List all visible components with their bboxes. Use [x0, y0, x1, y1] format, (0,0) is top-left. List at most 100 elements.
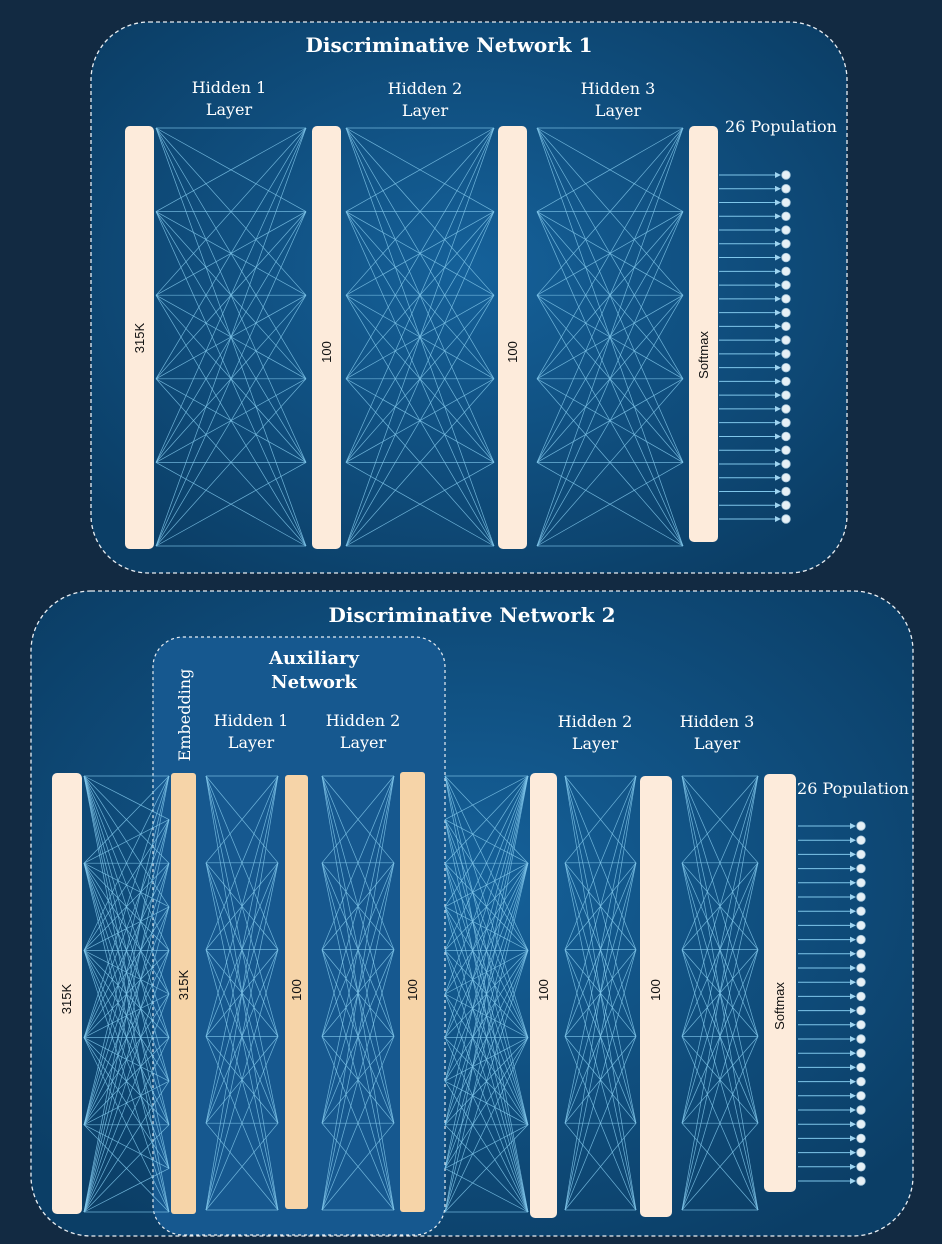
connection-line: [345, 378, 495, 547]
n2-output-nodes: [798, 821, 866, 1186]
output-node: [856, 821, 866, 831]
connection-line: [564, 862, 637, 1211]
aux-hidden1-bar-label: 100: [289, 979, 304, 1001]
output-node: [781, 404, 791, 414]
n1-hidden1-header-line2: Layer: [206, 100, 253, 119]
connection-line: [155, 462, 307, 547]
output-node: [856, 892, 866, 902]
n2-hidden2-bar-label: 100: [536, 979, 551, 1001]
n1-hidden1-bar: [312, 126, 341, 549]
output-node: [781, 239, 791, 249]
network2-title: Discriminative Network 2: [329, 603, 616, 627]
n1-hidden3-header-line1: Hidden 3: [581, 79, 656, 98]
output-node: [856, 1020, 866, 1030]
connection-line: [83, 1081, 170, 1213]
n2-hidden2-header-line1: Hidden 2: [558, 712, 633, 731]
output-node: [781, 321, 791, 332]
connection-line: [83, 863, 170, 1213]
connection-line: [83, 1168, 170, 1213]
connection-line: [83, 1037, 170, 1213]
connection-line: [205, 775, 279, 1124]
n2-softmax-bar-label: Softmax: [772, 982, 787, 1030]
n2-hidden3-bar-label: 100: [648, 979, 663, 1001]
n1-hidden1-header-line1: Hidden 1: [192, 78, 267, 97]
output-node: [781, 376, 791, 387]
connection-line: [83, 906, 170, 1213]
connection-line: [444, 1124, 529, 1169]
connection-line: [564, 1122, 637, 1211]
connection-line: [681, 949, 759, 1211]
output-node: [781, 445, 791, 455]
n1-hidden2-bar: [498, 126, 527, 549]
connection-line: [444, 775, 529, 864]
output-node: [856, 1076, 866, 1087]
output-node: [781, 197, 791, 208]
connection-line: [536, 295, 684, 547]
connection-line: [444, 863, 529, 1213]
connection-line: [444, 950, 529, 1169]
n2-hidden3-header-line2: Layer: [694, 734, 741, 753]
output-node: [856, 835, 866, 845]
n1-input-bar-label: 315K: [132, 322, 147, 353]
connection-line: [345, 211, 495, 547]
connection-line: [681, 775, 759, 950]
output-node: [856, 1048, 866, 1058]
output-node: [781, 459, 791, 469]
connection-line: [83, 819, 170, 1038]
aux-hidden1-header-line1: Hidden 1: [214, 711, 289, 730]
output-node: [781, 349, 791, 359]
connection-line: [155, 127, 307, 212]
connection-line: [564, 1036, 637, 1211]
output-node: [856, 920, 866, 931]
n1-input-bar: [125, 126, 154, 549]
connection-line: [345, 127, 495, 296]
output-node: [856, 1176, 866, 1186]
aux-embedding-label: Embedding: [175, 669, 194, 762]
output-node: [856, 1034, 866, 1044]
output-node: [781, 417, 791, 428]
n2-hidden3-bar: [640, 776, 672, 1217]
connection-line: [83, 775, 170, 864]
output-node: [781, 170, 791, 180]
connection-line: [205, 775, 279, 864]
output-node: [781, 252, 791, 263]
n1-hidden2-header-line2: Layer: [402, 101, 449, 120]
connection-line: [444, 775, 529, 820]
connection-line: [205, 1122, 279, 1211]
connection-line: [536, 127, 684, 212]
output-node: [781, 473, 791, 483]
connection-line: [155, 127, 307, 379]
connection-line: [321, 1036, 395, 1211]
connection-line: [155, 127, 307, 463]
connection-line: [564, 775, 637, 950]
connection-line: [444, 775, 529, 907]
output-node: [856, 1133, 866, 1144]
aux-embedding-bar: [171, 773, 196, 1214]
output-node: [781, 280, 791, 290]
output-node: [781, 362, 791, 373]
output-node: [856, 977, 866, 987]
connection-line: [205, 775, 279, 950]
connection-line: [83, 1124, 170, 1213]
output-node: [856, 963, 866, 973]
output-node: [856, 1147, 866, 1158]
output-node: [856, 1105, 866, 1115]
n2-population-header: 26 Population: [797, 779, 909, 798]
connection-line: [345, 295, 495, 547]
output-node: [856, 1091, 866, 1101]
output-node: [856, 1005, 866, 1016]
connection-line: [444, 1037, 529, 1213]
connection-line: [83, 775, 170, 951]
connection-line: [681, 775, 759, 864]
output-node: [781, 486, 791, 497]
connection-line: [681, 775, 759, 1211]
connection-line: [444, 1168, 529, 1213]
connection-line: [155, 378, 307, 547]
connection-line: [444, 1037, 529, 1169]
connection-line: [321, 775, 395, 864]
output-node: [856, 878, 866, 888]
aux-hidden2-header-line1: Hidden 2: [326, 711, 401, 730]
connection-line: [444, 775, 529, 951]
n1-hidden3-header-line2: Layer: [595, 101, 642, 120]
